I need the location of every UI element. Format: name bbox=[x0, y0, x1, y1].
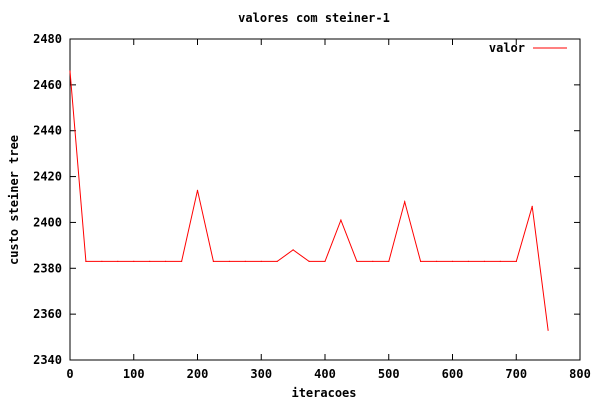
x-tick-label: 300 bbox=[250, 367, 272, 381]
data-point bbox=[260, 260, 262, 262]
data-point bbox=[451, 260, 454, 262]
data-point bbox=[69, 70, 71, 72]
y-tick-label: 2480 bbox=[33, 32, 62, 46]
chart-title: valores com steiner-1 bbox=[238, 11, 390, 25]
x-tick-label: 700 bbox=[505, 367, 527, 381]
x-tick-label: 400 bbox=[314, 367, 336, 381]
data-point bbox=[356, 260, 358, 262]
y-tick-label: 2440 bbox=[33, 124, 62, 138]
data-point bbox=[467, 260, 469, 262]
y-tick-label: 2380 bbox=[33, 261, 62, 275]
tick-labels: 0 100 200 300 400 500 600 700 800 2340 2360 2380 240… bbox=[33, 32, 591, 381]
data-point bbox=[515, 260, 517, 262]
data-point bbox=[292, 249, 294, 251]
data-point bbox=[85, 260, 87, 262]
series-layer bbox=[69, 70, 549, 331]
data-point bbox=[149, 260, 151, 262]
series-line-valor bbox=[69, 71, 549, 331]
data-point bbox=[133, 260, 135, 262]
y-tick-label: 2420 bbox=[33, 170, 62, 184]
legend: valor bbox=[489, 41, 567, 55]
x-tick-label: 0 bbox=[66, 367, 73, 381]
data-point bbox=[483, 260, 485, 262]
plot-frame bbox=[69, 38, 581, 361]
data-point bbox=[388, 260, 390, 262]
axis-ticks bbox=[69, 38, 581, 361]
data-point bbox=[228, 260, 230, 262]
data-point bbox=[196, 189, 199, 191]
data-point bbox=[324, 260, 326, 262]
data-point bbox=[181, 260, 183, 262]
data-point bbox=[499, 260, 501, 262]
data-point bbox=[372, 260, 374, 262]
x-tick-label: 100 bbox=[123, 367, 145, 381]
y-tick-label: 2460 bbox=[33, 78, 62, 92]
y-tick-label: 2400 bbox=[33, 215, 62, 229]
data-point bbox=[340, 219, 342, 221]
data-point bbox=[547, 329, 549, 331]
data-point bbox=[404, 201, 406, 203]
data-point bbox=[117, 260, 119, 262]
data-point bbox=[165, 260, 167, 262]
data-point bbox=[420, 260, 422, 262]
data-point bbox=[436, 260, 438, 262]
x-tick-label: 500 bbox=[378, 367, 400, 381]
data-point bbox=[212, 260, 214, 262]
data-point bbox=[244, 260, 246, 262]
legend-label-valor: valor bbox=[489, 41, 525, 55]
x-tick-label: 200 bbox=[187, 367, 209, 381]
data-point bbox=[101, 260, 103, 262]
data-point bbox=[531, 205, 533, 207]
x-tick-label: 600 bbox=[442, 367, 464, 381]
data-point bbox=[276, 260, 278, 262]
y-axis-label: custo steiner tree bbox=[7, 135, 21, 265]
x-tick-label: 800 bbox=[569, 367, 591, 381]
y-tick-label: 2340 bbox=[33, 353, 62, 367]
y-tick-label: 2360 bbox=[33, 307, 62, 321]
data-point bbox=[308, 260, 310, 262]
x-axis-label: iteracoes bbox=[291, 386, 356, 400]
